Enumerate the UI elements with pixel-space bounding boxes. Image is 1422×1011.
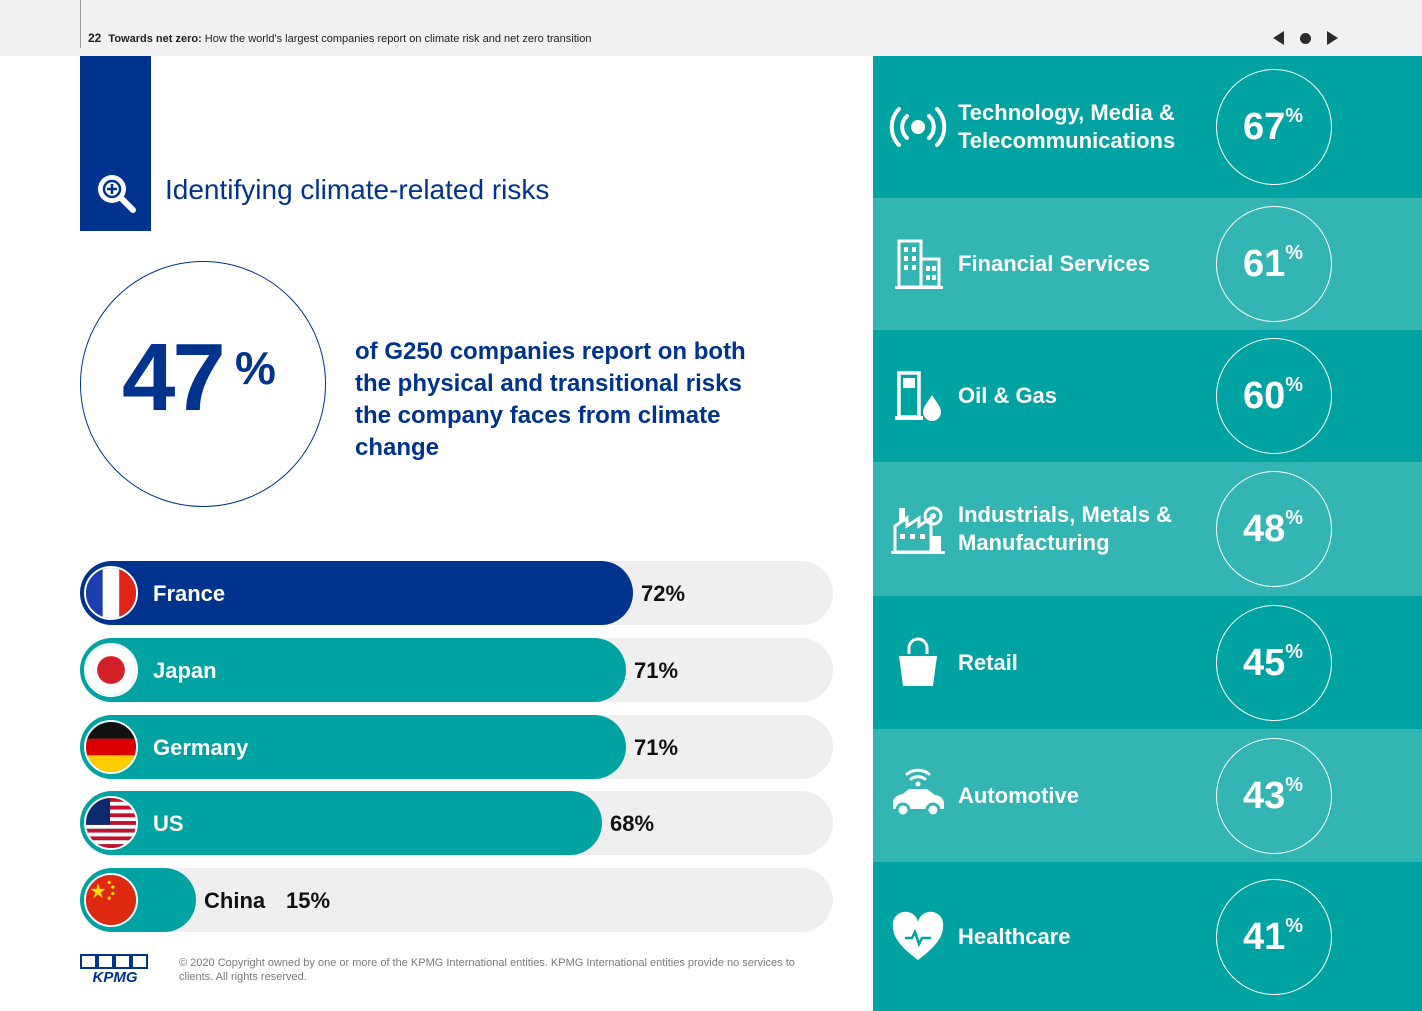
top-bar: 22 Towards net zero: How the world's lar…	[0, 0, 1422, 56]
stat-circle	[80, 261, 326, 507]
next-page-button[interactable]	[1320, 26, 1344, 50]
sector-value-ring	[1216, 737, 1332, 854]
bar-france	[80, 561, 633, 625]
copyright-notice: © 2020 Copyright owned by one or more of…	[179, 957, 795, 983]
header-divider	[80, 0, 81, 48]
report-subtitle: How the world's largest companies report…	[204, 33, 592, 45]
section-marker	[80, 56, 151, 231]
bar-us	[80, 791, 602, 855]
sector-row: Financial Services 61%	[873, 198, 1422, 330]
sector-value-ring	[1216, 338, 1332, 454]
sector-row: Automotive 43%	[873, 729, 1422, 862]
heart-icon	[887, 906, 949, 968]
sector-name: Industrials, Metals & Manufacturing	[958, 502, 1172, 555]
stat-value: 47	[122, 324, 226, 431]
bar-label: China	[204, 888, 266, 913]
flag-france-icon	[84, 566, 138, 620]
arrow-right-icon	[1326, 31, 1338, 45]
sector-value: 43%	[1243, 773, 1304, 817]
flag-us-icon	[84, 796, 138, 850]
page-navigation	[1266, 26, 1342, 50]
sector-name: Technology, Media & Telecommunications	[958, 100, 1176, 153]
sector-row: Technology, Media & Telecommunications 67…	[873, 56, 1422, 198]
bar-row-japan: Japan 71%	[80, 638, 833, 702]
flag-japan-icon	[84, 643, 138, 697]
bar-value-label: 15%	[286, 888, 331, 913]
flag-china-icon	[84, 873, 138, 927]
sector-row: Industrials, Metals & Manufacturing 48%	[873, 462, 1422, 596]
sector-value-ring	[1216, 69, 1332, 185]
bar-value-label: 68%	[610, 811, 655, 836]
factory-icon	[887, 498, 949, 560]
bar-value-label: 71%	[634, 735, 679, 760]
bar-row-us: US 68%	[80, 791, 833, 855]
sector-value: 45%	[1243, 640, 1304, 684]
bar-row-china: China 15%	[80, 868, 833, 932]
sector-value: 48%	[1243, 507, 1304, 550]
building-icon	[887, 233, 949, 295]
sector-value-ring	[1216, 471, 1332, 587]
bar-value-label: 72%	[641, 581, 686, 606]
svg-text:KPMG: KPMG	[93, 969, 138, 984]
sector-value-ring	[1216, 206, 1332, 322]
sector-value-ring	[1216, 878, 1332, 995]
bar-label: France	[153, 581, 226, 606]
page-number: 22	[88, 31, 102, 45]
sector-value: 67%	[1243, 105, 1304, 148]
bar-label: Germany	[153, 735, 249, 760]
page-info: 22 Towards net zero: How the world's lar…	[88, 31, 591, 45]
previous-page-button[interactable]	[1266, 26, 1290, 50]
sector-value-ring	[1216, 604, 1332, 721]
magnifier-icon	[98, 175, 136, 213]
sector-name: Oil & Gas	[958, 383, 1058, 408]
sector-name: Retail	[958, 649, 1018, 675]
home-button[interactable]	[1293, 26, 1317, 50]
sector-row: Healthcare 41%	[873, 862, 1422, 1011]
flag-germany-icon	[84, 720, 138, 774]
kpmg-logo: KPMG	[80, 954, 148, 984]
sector-value: 60%	[1243, 374, 1304, 417]
report-title: Towards net zero:	[108, 33, 202, 45]
shopping-bag-icon	[887, 632, 949, 694]
dot-icon	[1299, 32, 1311, 44]
sector-name: Financial Services	[958, 251, 1150, 276]
bar-row-germany: Germany 71%	[80, 715, 833, 779]
stat-unit: %	[235, 342, 276, 394]
sector-row: Retail 45%	[873, 596, 1422, 729]
fuel-pump-icon	[887, 365, 949, 427]
bar-label: Japan	[153, 658, 217, 683]
stat-description: of G250 companies report on both the phy…	[355, 338, 746, 461]
sector-value: 41%	[1243, 914, 1304, 958]
bar-value-label: 71%	[634, 658, 679, 683]
bar-track	[80, 868, 833, 932]
sector-name: Automotive	[958, 782, 1079, 808]
section-title: Identifying climate-related risks	[165, 174, 550, 205]
arrow-left-icon	[1272, 31, 1284, 45]
bar-germany	[80, 715, 626, 779]
bar-japan	[80, 638, 626, 702]
broadcast-icon	[887, 96, 949, 158]
sector-row: Oil & Gas 60%	[873, 330, 1422, 462]
bar-row-france: France 72%	[80, 561, 833, 625]
connected-car-icon	[887, 765, 949, 827]
bar-label: US	[153, 811, 184, 836]
sector-value: 61%	[1243, 242, 1304, 285]
sector-name: Healthcare	[958, 923, 1071, 949]
